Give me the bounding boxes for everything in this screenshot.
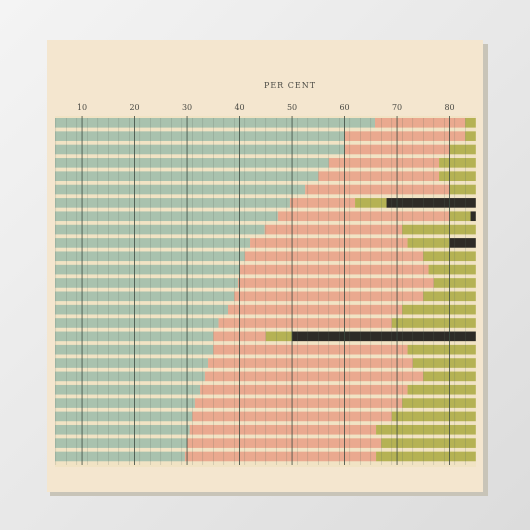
bar-segment [402,224,476,235]
bar-segment [244,251,424,262]
bar-segment [407,344,476,355]
bar-segment [407,238,450,248]
bar-segment [204,371,424,382]
bar-segment [277,211,450,222]
bar-segment [428,264,476,275]
bar-segment [386,198,476,208]
bar-segment [55,198,290,208]
x-axis-label: PER CENT [264,81,316,90]
bar-segment [289,198,356,208]
bar-segment [402,304,476,315]
bar-segment [208,358,413,368]
bar-segment [55,184,306,195]
bar-segment [375,118,466,128]
bar-segment [439,158,476,168]
bar-segment [218,318,392,328]
bar-segment [449,144,476,155]
bar-segment [55,264,240,275]
bar-segment [292,331,476,342]
bar-segment [237,278,434,288]
bar-segment [55,451,185,462]
x-tick-label: 20 [129,103,139,112]
bar-segment [465,118,476,128]
bar-segment [55,398,195,408]
x-tick-label: 70 [392,103,402,112]
bar-segment [55,238,251,248]
bar-segment [55,438,188,448]
bar-segment [187,438,382,448]
bar-segment [55,144,345,155]
bar-segment [55,358,209,368]
bar-segment [470,211,476,222]
bar-segment [328,158,440,168]
bar-segment [55,224,265,235]
bar-segment [55,211,278,222]
x-tick-label: 40 [234,103,244,112]
bar-segment [318,171,440,181]
bar-segment [381,438,476,448]
bar-segment [55,331,214,342]
x-tick-label: 50 [287,103,297,112]
bar-segment [239,264,429,275]
x-tick-label: 10 [77,103,87,112]
bar-segment [376,451,476,462]
bar-segment [465,131,476,141]
bar-segment [402,398,476,408]
bar-segment [213,344,408,355]
bar-segment [55,384,201,395]
bar-segment [407,384,476,395]
bar-segment [55,278,238,288]
bar-segment [184,451,377,462]
bar-segment [55,158,329,168]
bar-segment [55,291,235,302]
bar-segment [55,304,228,315]
bar-segment [344,131,466,141]
bar-segment [55,411,193,422]
x-tick-label: 60 [339,103,349,112]
bar-segment [439,171,476,181]
x-tick-label: 80 [444,103,454,112]
bar-segment [305,184,450,195]
bar-segment [55,171,319,181]
bars [55,116,476,465]
bar-segment [55,424,190,435]
bar-segment [194,398,403,408]
bar-segment [189,424,377,435]
bar-segment [55,344,214,355]
bar-segment [449,184,476,195]
bar-segment [55,118,376,128]
bar-segment [228,304,403,315]
bar-segment [449,238,476,248]
bar-segment [55,318,219,328]
bar-segment [376,424,476,435]
bar-segment [55,251,245,262]
bar-segment [200,384,408,395]
bar-segment [449,211,471,222]
ticks: 10 20 30 40 50 60 70 80 [77,103,455,112]
bar-segment [55,371,205,382]
x-tick-label: 30 [182,103,192,112]
bar-segment [264,224,403,235]
bar-segment [55,131,345,141]
bar-segment [265,331,293,342]
